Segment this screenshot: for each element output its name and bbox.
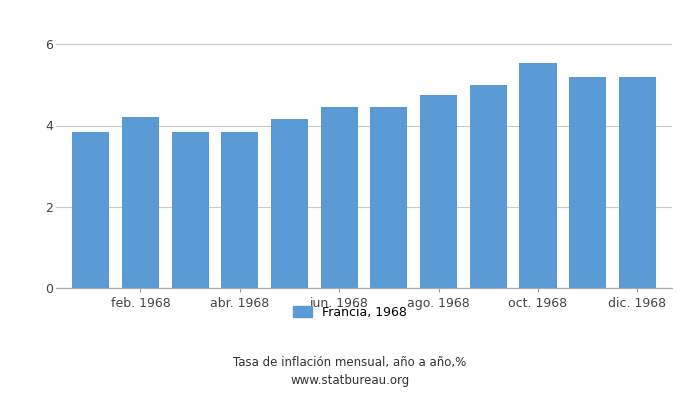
Bar [271,120,308,288]
Bar [321,107,358,288]
Text: www.statbureau.org: www.statbureau.org [290,374,410,387]
Bar [72,132,109,288]
Bar [470,85,507,288]
Bar [420,95,457,288]
Legend: Francia, 1968: Francia, 1968 [288,301,412,324]
Bar [172,132,209,288]
Text: Tasa de inflación mensual, año a año,%: Tasa de inflación mensual, año a año,% [233,356,467,369]
Bar [370,107,407,288]
Bar [619,77,656,288]
Bar [519,62,556,288]
Bar [569,77,606,288]
Bar [122,117,159,288]
Bar [221,132,258,288]
